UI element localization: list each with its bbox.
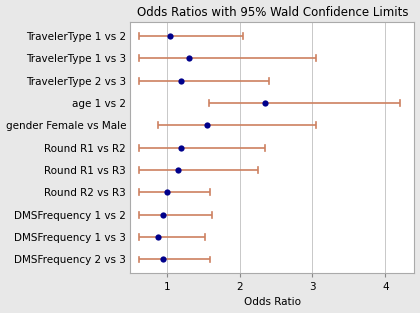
X-axis label: Odds Ratio: Odds Ratio [244,297,301,307]
Title: Odds Ratios with 95% Wald Confidence Limits: Odds Ratios with 95% Wald Confidence Lim… [136,6,408,18]
